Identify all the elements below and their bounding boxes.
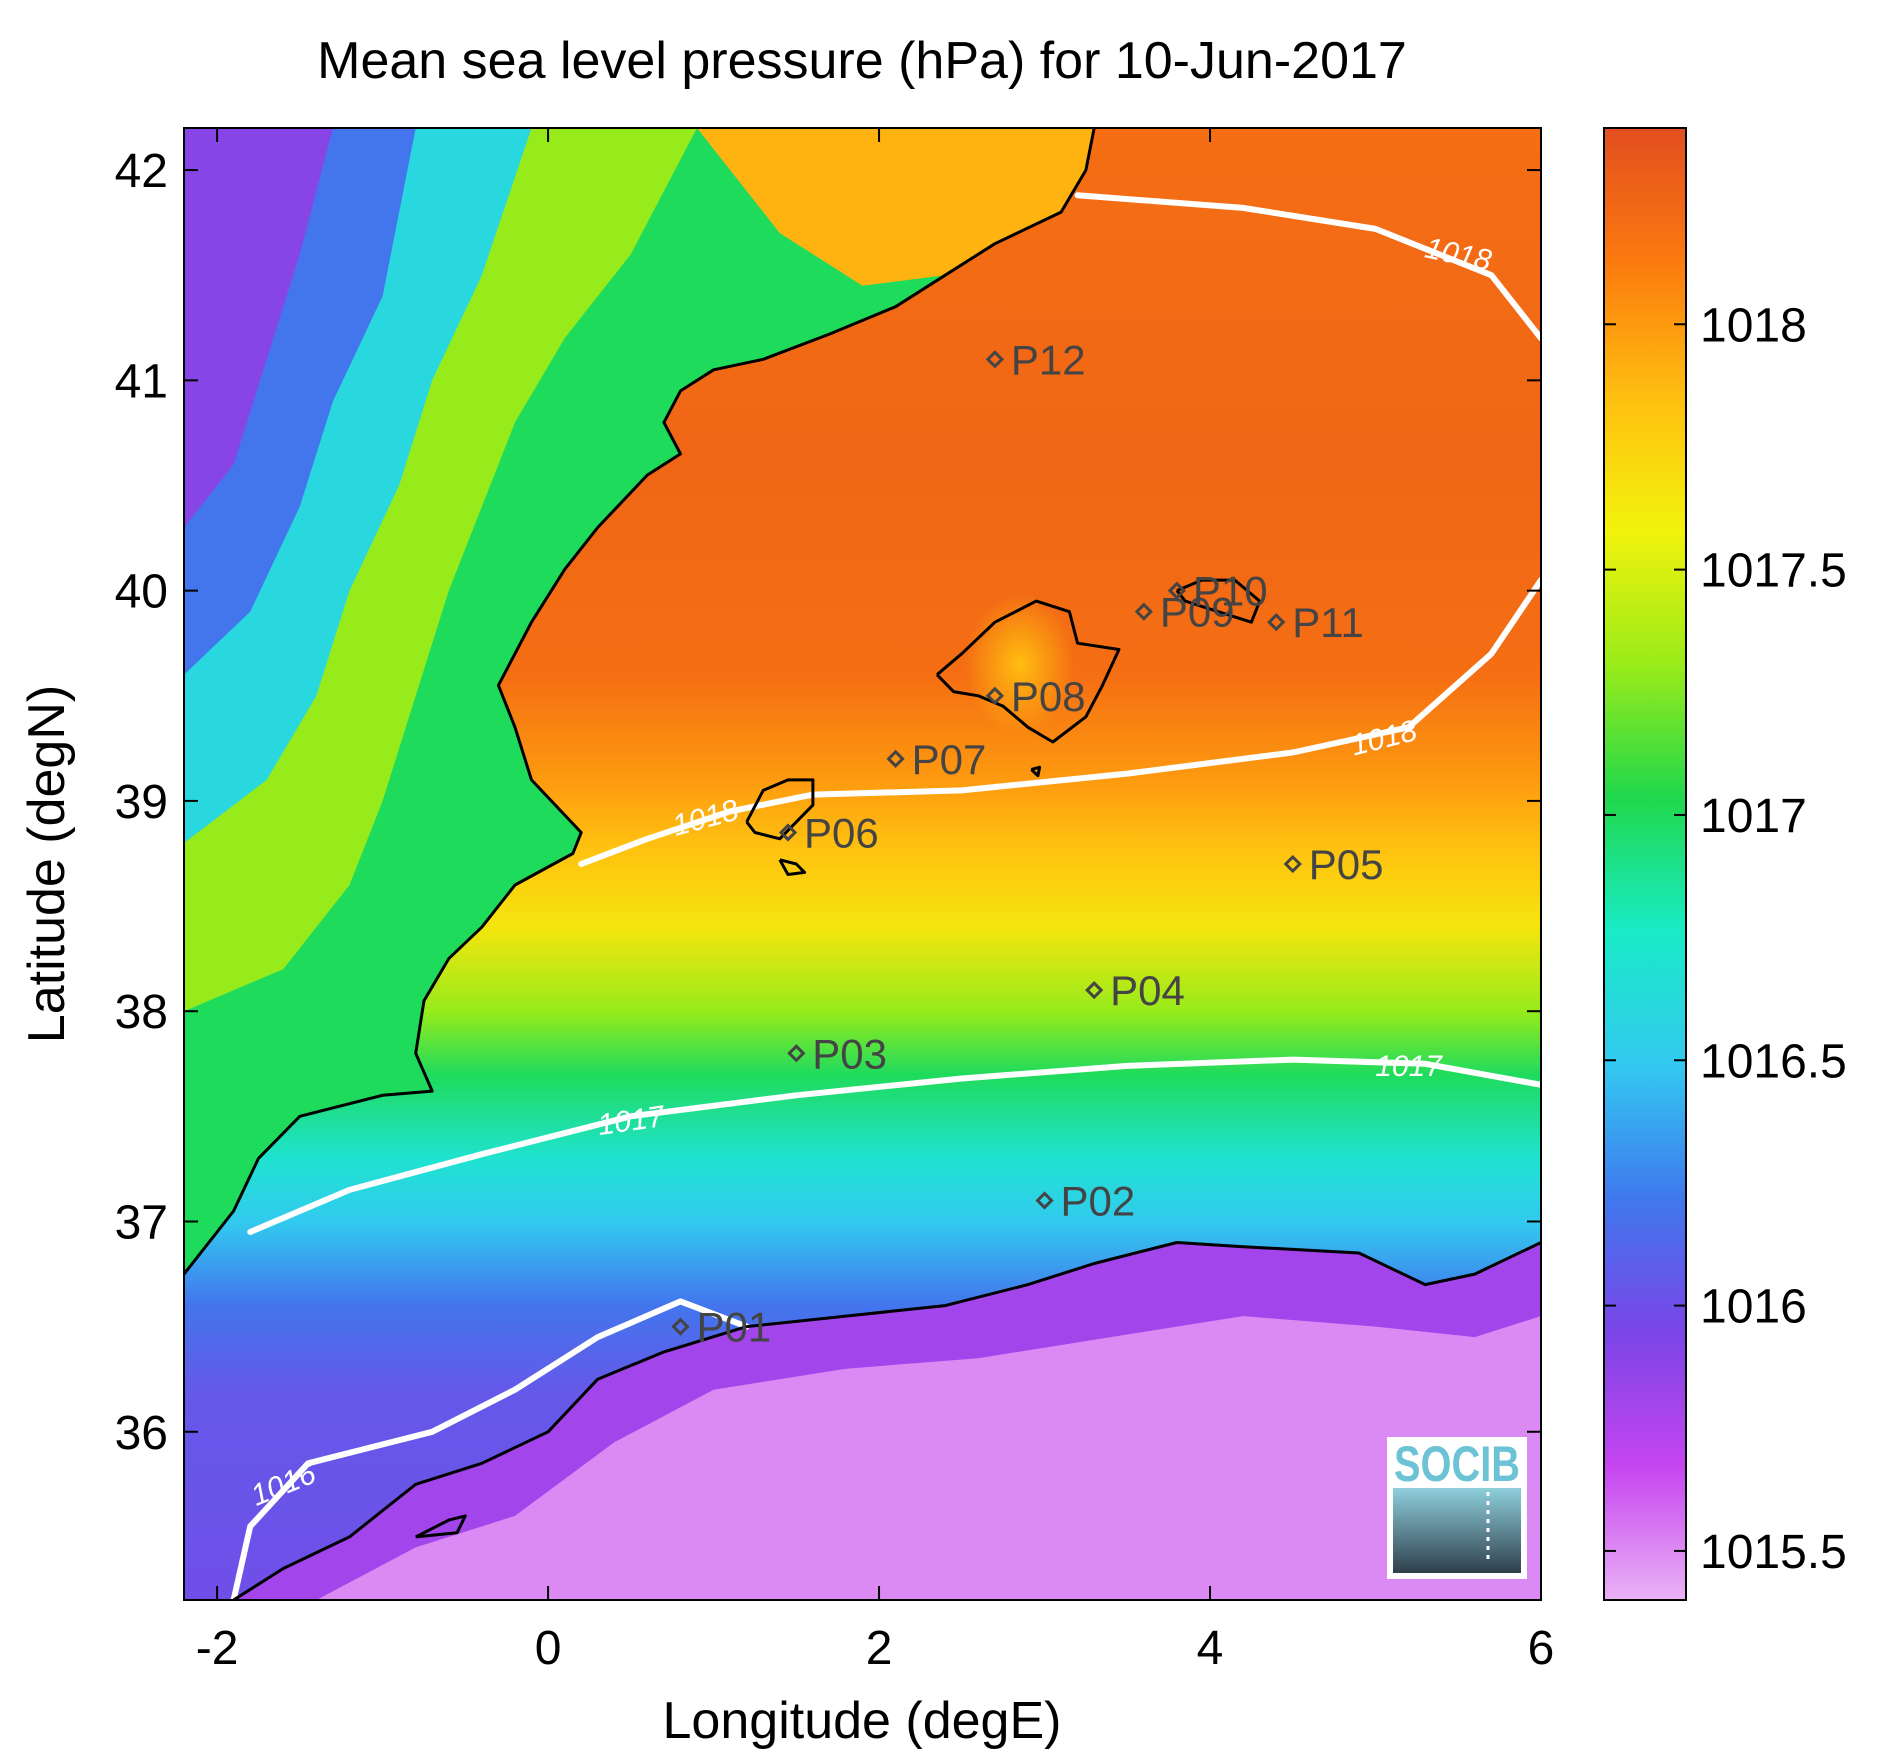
colorbar-tick-label: 1017.5	[1700, 545, 1847, 598]
station-p07: P07	[886, 736, 987, 783]
y-tick-label: 42	[115, 145, 168, 198]
isobar-contours	[230, 192, 1541, 1600]
coast-mallorca	[935, 599, 1121, 744]
coast-formentera	[778, 858, 807, 876]
station-marker	[1085, 981, 1104, 1000]
colorbar-fill	[1603, 127, 1687, 1601]
station-marker	[1283, 854, 1302, 874]
socib-logo: SOCIB	[1387, 1436, 1527, 1579]
y-tick-label: 37	[115, 1196, 168, 1249]
station-p02: P02	[1035, 1177, 1136, 1224]
isobar-1017-1	[247, 1056, 1541, 1235]
station-p08: P08	[985, 673, 1086, 720]
station-marker	[1267, 613, 1286, 632]
region-catalonia-high	[697, 128, 1095, 286]
station-label: P01	[696, 1304, 771, 1351]
station-p09: P09	[1134, 589, 1235, 636]
x-tick-label: 0	[535, 1622, 562, 1675]
station-p04: P04	[1085, 967, 1185, 1014]
colorbar-tick-label: 1016	[1700, 1281, 1807, 1334]
isobar-1018-2	[578, 577, 1541, 867]
region-africa-land	[233, 1242, 1541, 1600]
station-p05: P05	[1283, 841, 1384, 888]
coast-cabrera	[1030, 765, 1042, 778]
isobar-1016-0	[230, 1298, 750, 1600]
station-p12: P12	[985, 336, 1086, 383]
chart-title: Mean sea level pressure (hPa) for 10-Jun…	[317, 32, 1407, 90]
y-tick-label: 40	[115, 566, 168, 619]
x-axis-ticks: -2 0 2 4 6	[196, 128, 1555, 1675]
station-p01: P01	[671, 1304, 771, 1351]
isobar-label: 1017	[1375, 1050, 1443, 1083]
colorbar-tick-label: 1016.5	[1700, 1035, 1847, 1088]
colorbar-tick-label: 1015.5	[1700, 1526, 1847, 1579]
station-p03: P03	[787, 1030, 887, 1077]
y-tick-label: 38	[115, 986, 168, 1039]
station-label: P10	[1193, 568, 1268, 615]
plot-frame	[183, 127, 1542, 1601]
station-label: P11	[1292, 599, 1364, 646]
station-marker	[778, 823, 798, 842]
station-label: P04	[1110, 967, 1185, 1014]
region-inland-violet	[184, 128, 333, 528]
station-marker	[886, 749, 905, 768]
isobar-1018-3	[1074, 192, 1541, 342]
station-label: P09	[1160, 589, 1235, 636]
colorbar-tick-label: 1018	[1700, 299, 1807, 352]
station-label: P05	[1309, 841, 1384, 888]
y-tick-label: 36	[115, 1407, 168, 1460]
coast-menorca	[1175, 578, 1262, 624]
colorbar-ticks: 1015.5 1016 1016.5 1017 1017.5 1018	[1604, 299, 1847, 1579]
colorbar: 1015.5 1016 1016.5 1017 1017.5 1018	[1603, 127, 1847, 1601]
station-marker	[671, 1317, 690, 1336]
station-marker	[985, 350, 1005, 369]
y-tick-label: 39	[115, 776, 168, 829]
y-tick-label: 41	[115, 355, 168, 408]
station-marker	[985, 686, 1005, 705]
coastlines	[184, 128, 1541, 1600]
station-label: P12	[1011, 336, 1086, 383]
station-p06: P06	[778, 809, 879, 856]
coast-iberia	[184, 128, 1096, 1276]
station-label: P08	[1011, 673, 1086, 720]
station-p10: P10	[1167, 568, 1268, 615]
colorbar-tick-label: 1017	[1700, 790, 1807, 843]
station-marker	[1035, 1191, 1054, 1210]
station-p11: P11	[1267, 599, 1364, 646]
x-tick-label: 4	[1197, 1622, 1224, 1675]
station-marker	[787, 1044, 806, 1063]
x-tick-label: 2	[866, 1622, 893, 1675]
socib-logo-text: SOCIB	[1394, 1436, 1520, 1492]
x-tick-label: 6	[1528, 1622, 1555, 1675]
y-axis-title: Latitude (degN)	[18, 685, 76, 1043]
station-marker	[1134, 602, 1153, 621]
x-tick-label: -2	[196, 1622, 239, 1675]
station-marker	[1167, 581, 1187, 600]
coast-ibiza	[745, 778, 815, 841]
station-label: P07	[912, 736, 987, 783]
station-label: P03	[812, 1030, 887, 1077]
station-label: P06	[804, 809, 879, 856]
y-axis-ticks: 36 37 38 39 40 41 42	[115, 145, 1541, 1460]
coast-alboran-lake	[415, 1514, 467, 1539]
x-axis-title: Longitude (degE)	[663, 1692, 1062, 1750]
coast-north-africa	[232, 1241, 1541, 1600]
station-label: P02	[1061, 1177, 1136, 1224]
land-pressure-regions	[184, 128, 1541, 1600]
